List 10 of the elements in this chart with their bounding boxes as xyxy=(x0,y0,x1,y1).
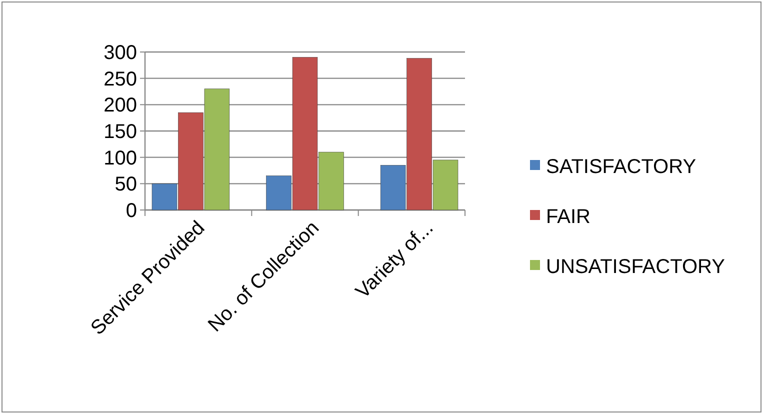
y-tick-label: 250 xyxy=(104,68,137,90)
y-tick-label: 0 xyxy=(126,200,137,222)
legend-label: SATISFACTORY xyxy=(546,156,696,178)
y-tick-label: 300 xyxy=(104,42,137,64)
y-tick-label: 200 xyxy=(104,94,137,117)
legend-label: FAIR xyxy=(546,206,590,228)
legend-label: UNSATISFACTORY xyxy=(546,256,725,278)
y-tick-label: 150 xyxy=(104,121,137,143)
y-tick-label: 100 xyxy=(104,147,137,170)
y-tick-label: 50 xyxy=(114,174,137,196)
